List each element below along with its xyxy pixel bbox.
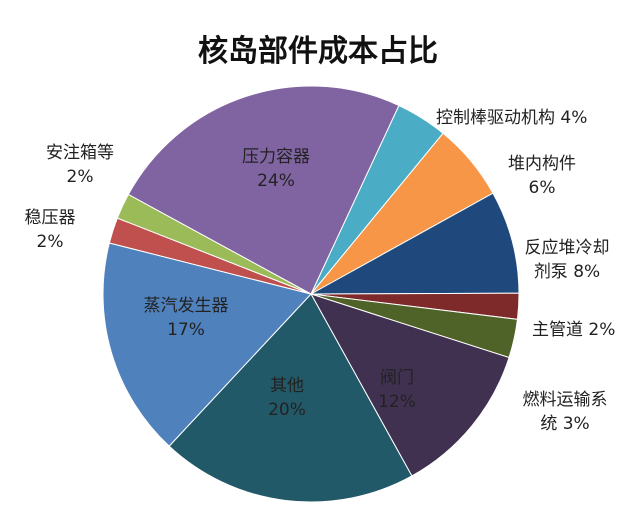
pie-slice-10 xyxy=(127,85,400,295)
label-reactor-internals-name: 堆内构件 xyxy=(508,154,576,174)
label-accumulator-name: 安注箱等 xyxy=(46,143,114,163)
label-pressure-vessel: 压力容器 24% xyxy=(226,145,326,193)
label-reactor-internals: 堆内构件 6% xyxy=(494,152,590,200)
label-fuel-transport-line2: 统 3% xyxy=(540,414,590,434)
label-others: 其他 20% xyxy=(252,374,322,422)
label-accumulator-pct: 2% xyxy=(66,167,94,187)
label-coolant-pump-line1: 反应堆冷却 xyxy=(524,238,610,258)
label-pressure-vessel-name: 压力容器 xyxy=(242,147,310,167)
label-valves: 阀门 12% xyxy=(362,366,432,414)
pie-slice-5 xyxy=(309,293,510,477)
pie-slices xyxy=(102,85,520,503)
label-main-pipe: 主管道 2% xyxy=(532,318,615,342)
pie-slice-6 xyxy=(168,293,413,503)
label-pressurizer-pct: 2% xyxy=(36,232,64,252)
label-valves-name: 阀门 xyxy=(380,368,414,388)
label-main-pipe-text: 主管道 2% xyxy=(532,320,616,340)
label-coolant-pump-line2: 剂泵 8% xyxy=(533,262,601,282)
label-pressure-vessel-pct: 24% xyxy=(257,171,295,191)
label-control-rod-drive-pct: 4% xyxy=(560,108,588,128)
label-steam-generator-pct: 17% xyxy=(167,320,205,340)
label-valves-pct: 12% xyxy=(378,392,416,412)
label-steam-generator-name: 蒸汽发生器 xyxy=(143,296,229,316)
label-reactor-internals-pct: 6% xyxy=(528,178,556,198)
label-pressurizer: 稳压器 2% xyxy=(14,206,86,254)
label-fuel-transport-line1: 燃料运输系 xyxy=(522,390,608,410)
label-others-name: 其他 xyxy=(270,376,304,396)
label-pressurizer-name: 稳压器 xyxy=(24,208,76,228)
label-control-rod-drive: 控制棒驱动机构 4% xyxy=(436,106,587,130)
pie-slice-7 xyxy=(102,242,312,447)
label-others-pct: 20% xyxy=(268,400,306,420)
chart-title: 核岛部件成本占比 xyxy=(198,34,438,69)
label-control-rod-drive-name: 控制棒驱动机构 xyxy=(436,108,555,128)
label-accumulator: 安注箱等 2% xyxy=(32,141,128,189)
label-fuel-transport: 燃料运输系 统 3% xyxy=(508,388,622,436)
label-steam-generator: 蒸汽发生器 17% xyxy=(126,294,246,342)
label-coolant-pump: 反应堆冷却 剂泵 8% xyxy=(514,236,620,284)
pie-slice-2 xyxy=(310,192,520,295)
